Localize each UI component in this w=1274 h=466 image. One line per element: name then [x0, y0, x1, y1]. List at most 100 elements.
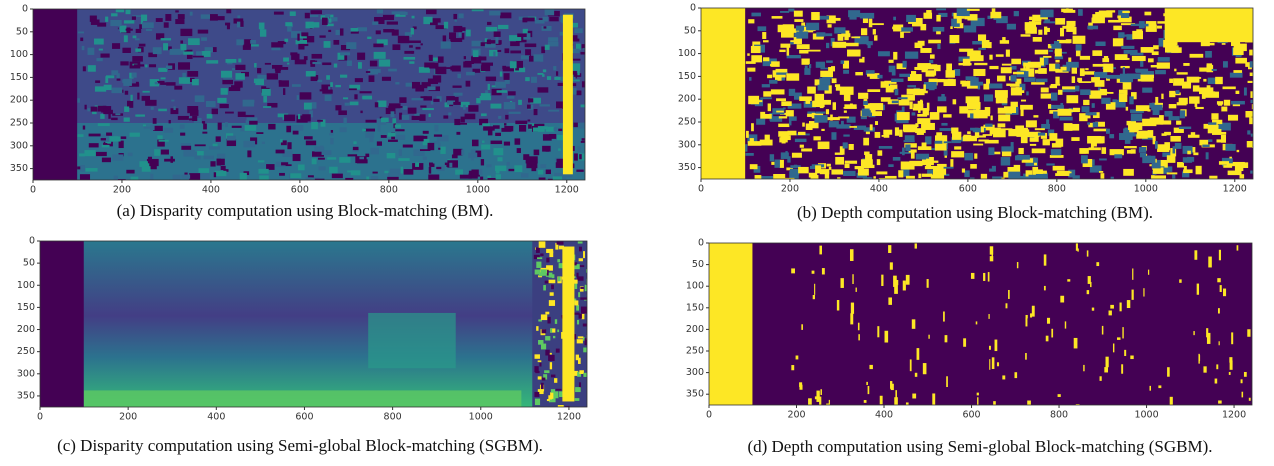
- speckle: [1228, 115, 1238, 121]
- speckle: [335, 85, 341, 87]
- speckle: [449, 32, 456, 39]
- speckle: [279, 173, 285, 176]
- image: [709, 243, 1252, 415]
- speckle: [904, 140, 915, 142]
- speckle: [534, 124, 544, 126]
- speckle: [1044, 254, 1047, 265]
- speckle: [487, 22, 491, 25]
- speckle: [843, 70, 849, 74]
- speckle: [780, 11, 789, 13]
- speckle: [132, 56, 143, 62]
- speckle: [583, 324, 590, 327]
- speckle: [345, 103, 350, 106]
- speckle: [143, 124, 146, 126]
- speckle: [1179, 127, 1191, 129]
- speckle: [1002, 151, 1011, 156]
- speckle: [124, 20, 134, 23]
- speckle: [989, 346, 991, 350]
- speckle: [933, 161, 938, 163]
- speckle: [311, 102, 316, 109]
- speckle: [911, 71, 916, 79]
- speckle: [847, 50, 861, 57]
- speckle: [498, 25, 509, 29]
- speckle: [577, 276, 583, 280]
- speckle: [403, 106, 408, 110]
- speckle: [392, 44, 400, 50]
- speckle: [1058, 394, 1061, 397]
- speckle: [893, 157, 901, 161]
- speckle: [497, 90, 508, 93]
- speckle: [577, 69, 579, 75]
- speckle: [260, 29, 263, 31]
- speckle: [988, 147, 994, 155]
- speckle: [263, 96, 267, 103]
- speckle: [556, 389, 562, 391]
- speckle: [1050, 155, 1064, 158]
- speckle: [841, 60, 845, 64]
- speckle: [217, 98, 226, 103]
- speckle: [501, 128, 512, 130]
- speckle: [377, 141, 382, 145]
- speckle: [99, 49, 103, 51]
- speckle: [531, 165, 536, 171]
- speckle: [212, 109, 218, 115]
- speckle: [1164, 162, 1167, 167]
- speckle: [1024, 77, 1036, 82]
- speckle: [322, 18, 328, 25]
- speckle: [322, 90, 332, 94]
- y-tick-label: 250: [686, 346, 704, 357]
- speckle: [1142, 156, 1155, 163]
- speckle: [1193, 331, 1194, 335]
- speckle: [1017, 262, 1018, 268]
- speckle: [798, 167, 809, 173]
- speckle: [875, 121, 878, 125]
- speckle: [1061, 9, 1073, 12]
- speckle: [814, 115, 827, 123]
- speckle: [419, 114, 425, 121]
- speckle: [514, 165, 522, 172]
- speckle: [538, 170, 543, 175]
- speckle: [1050, 85, 1057, 88]
- speckle: [362, 96, 372, 100]
- speckle: [820, 169, 830, 174]
- speckle: [832, 78, 837, 83]
- speckle: [1087, 250, 1089, 256]
- speckle: [1043, 139, 1050, 145]
- speckle: [1031, 82, 1045, 85]
- speckle: [120, 26, 126, 33]
- speckle: [472, 140, 479, 147]
- speckle: [1167, 367, 1170, 377]
- speckle: [970, 128, 978, 131]
- speckle: [394, 135, 405, 140]
- speckle: [928, 64, 937, 69]
- speckle: [151, 107, 154, 110]
- speckle: [1176, 121, 1181, 125]
- speckle: [298, 114, 300, 119]
- speckle: [150, 125, 154, 131]
- speckle: [1065, 321, 1066, 328]
- speckle: [553, 176, 562, 182]
- speckle: [1191, 132, 1195, 136]
- speckle: [869, 19, 873, 28]
- speckle: [378, 125, 381, 132]
- speckle: [901, 27, 913, 31]
- speckle: [411, 51, 414, 54]
- speckle: [573, 39, 579, 42]
- speckle: [840, 278, 843, 288]
- speckle: [1099, 158, 1107, 160]
- speckle: [534, 392, 539, 397]
- speckle: [259, 175, 269, 182]
- speckle: [844, 37, 848, 40]
- speckle: [555, 319, 557, 324]
- speckle: [80, 165, 85, 172]
- speckle: [419, 67, 430, 73]
- speckle: [1155, 70, 1166, 74]
- speckle: [497, 157, 502, 161]
- speckle: [100, 54, 109, 58]
- speckle: [1076, 44, 1082, 50]
- speckle: [388, 140, 398, 142]
- speckle: [1161, 133, 1166, 136]
- speckle: [550, 292, 554, 296]
- x-tick-label: 400: [202, 185, 220, 196]
- speckle: [546, 258, 549, 263]
